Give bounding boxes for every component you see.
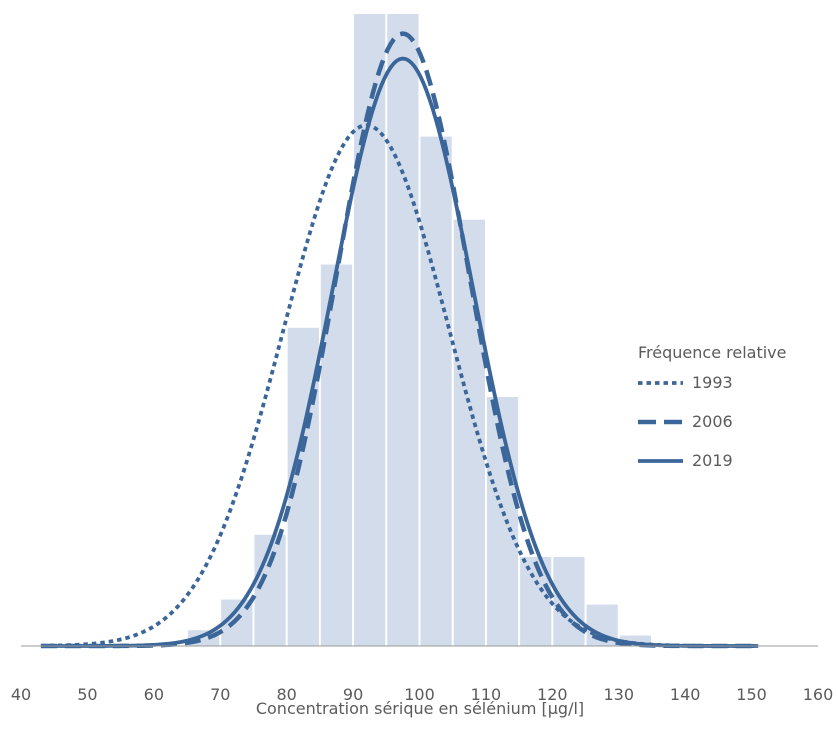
legend-items: 1993 2006 2019: [638, 373, 733, 470]
histogram-bars: [188, 14, 651, 646]
x-tick-label: 150: [736, 685, 767, 704]
curve-1993: [40, 123, 759, 648]
histogram-bar: [254, 534, 286, 646]
curve-2019: [40, 56, 759, 648]
legend-label-2019: 2019: [692, 451, 733, 470]
histogram-bar: [619, 635, 651, 646]
x-tick-label: 50: [77, 685, 97, 704]
x-tick-label: 160: [803, 685, 834, 704]
x-tick-label: 130: [603, 685, 634, 704]
histogram-bar: [453, 219, 485, 646]
x-tick-label: 40: [11, 685, 31, 704]
histogram-bar: [387, 14, 419, 646]
x-tick-label: 60: [144, 685, 164, 704]
x-tick-label: 80: [276, 685, 296, 704]
x-tick-label: 90: [343, 685, 363, 704]
histogram-bar: [553, 556, 585, 646]
x-tick-label: 100: [404, 685, 435, 704]
x-tick-label: 70: [210, 685, 230, 704]
distribution-curves: [40, 31, 759, 649]
legend-label-2006: 2006: [692, 412, 733, 431]
legend: Fréquence relative 1993 2006 2019: [638, 343, 786, 470]
x-tick-label: 140: [670, 685, 701, 704]
x-tick-label: 120: [537, 685, 568, 704]
legend-label-1993: 1993: [692, 373, 733, 392]
legend-title: Fréquence relative: [638, 343, 786, 362]
histogram-bar: [420, 136, 452, 646]
x-tick-label: 110: [471, 685, 502, 704]
x-axis-title: Concentration sérique en sélénium [µg/l]: [256, 699, 584, 718]
x-tick-labels: 40 50 60 70 80 90 100 110 120 130 140 150 160: [11, 685, 833, 704]
